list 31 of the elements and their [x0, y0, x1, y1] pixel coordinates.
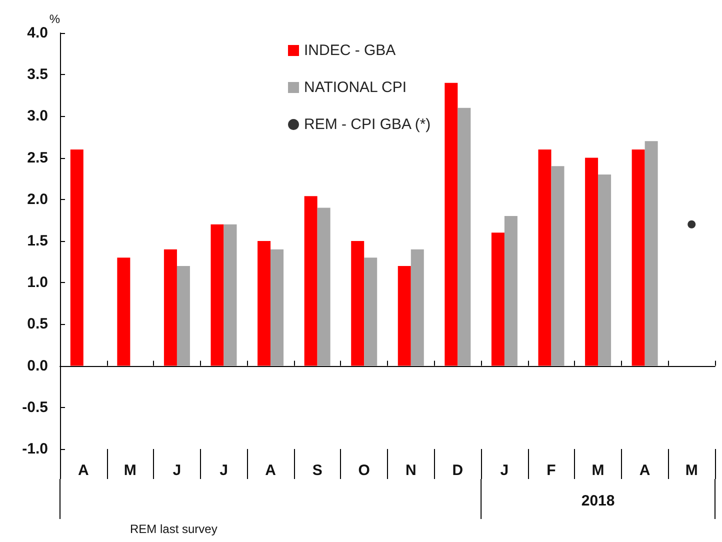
y-tick-label: 2.5 [27, 149, 48, 166]
x-tick-label: J [500, 462, 509, 479]
x-tick-label: A [639, 462, 650, 479]
x-tick-label: F [546, 462, 556, 479]
legend-label: NATIONAL CPI [304, 79, 407, 96]
y-tick-label: 0.5 [27, 316, 48, 333]
x-tick-label: A [265, 462, 276, 479]
x-tick-label: S [312, 462, 322, 479]
x-tick-label: J [220, 462, 228, 479]
x-tick-label: M [685, 462, 698, 479]
text: REM last survey [130, 522, 218, 536]
y-tick-label: 3.5 [27, 66, 48, 84]
legend-label: REM - CPI GBA (*) [304, 116, 431, 133]
x-tick-label: J [172, 462, 182, 479]
x-tick-label: M [124, 462, 136, 479]
y-tick-label: 4.0 [27, 24, 48, 42]
x-tick-label: D [452, 462, 464, 479]
y-tick-label: 3.0 [27, 108, 48, 125]
y-tick-label: 0.0 [27, 357, 48, 374]
x-tick-label: O [358, 462, 370, 479]
y-axis-title: % [49, 12, 60, 26]
x-tick-label: N [405, 462, 416, 479]
y-tick-label: -1.0 [22, 440, 48, 458]
y-tick-label: 1.0 [27, 274, 48, 292]
y-tick-label: 1.5 [27, 232, 48, 250]
x-tick-label: A [78, 462, 89, 479]
x-tick-label: M [592, 462, 604, 479]
y-tick-label: 2.0 [27, 190, 48, 208]
text: 2018 [581, 492, 615, 510]
legend-label: INDEC - GBA [304, 42, 396, 59]
y-tick-label: -0.5 [22, 398, 48, 416]
